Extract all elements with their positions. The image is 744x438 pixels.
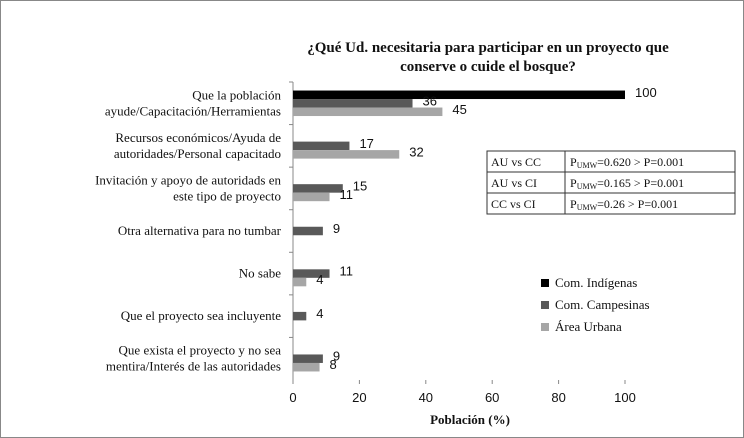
bar <box>293 362 320 372</box>
bar <box>293 184 343 193</box>
table-border <box>486 150 736 215</box>
value-label: 45 <box>452 102 466 117</box>
y-tick-label: Que exista el proyecto y no sea <box>119 343 282 358</box>
legend-label: Com. Indígenas <box>555 275 637 290</box>
value-label: 8 <box>330 357 337 372</box>
bar <box>293 150 400 159</box>
p-subscript: UMW <box>577 161 598 170</box>
bar <box>293 311 307 321</box>
legend-swatch <box>541 301 549 309</box>
x-tick-label: 100 <box>614 390 636 405</box>
table-cell: AU vs CI <box>491 176 537 190</box>
value-label: 11 <box>340 187 354 202</box>
legend-swatch <box>541 323 549 331</box>
value-label: 15 <box>353 178 367 193</box>
legend-label: Com. Campesinas <box>555 297 650 312</box>
y-tick-label: Que la población <box>192 87 281 102</box>
p-value: =0.165 > P=0.001 <box>597 176 684 190</box>
p-value: =0.620 > P=0.001 <box>597 155 684 169</box>
y-tick-label: Que el proyecto sea incluyente <box>121 308 281 323</box>
value-label: 32 <box>409 144 423 159</box>
bar <box>293 354 323 363</box>
x-tick-label: 80 <box>551 390 565 405</box>
legend-label: Área Urbana <box>555 319 622 334</box>
bar <box>293 277 307 287</box>
x-tick-label: 20 <box>352 390 366 405</box>
table-cell: AU vs CC <box>491 155 541 169</box>
x-tick-label: 0 <box>289 390 296 405</box>
value-label: 11 <box>340 264 354 279</box>
table-cell: CC vs CI <box>491 197 536 211</box>
value-label: 17 <box>359 136 373 151</box>
x-tick-label: 60 <box>485 390 499 405</box>
p-symbol: P <box>570 176 577 190</box>
y-tick-label: Recursos económicos/Ayuda de <box>115 130 281 145</box>
table-cell: PUMW=0.26 > P=0.001 <box>570 197 678 212</box>
y-tick-label: ayude/Capacitación/Herramientas <box>105 103 281 118</box>
x-tick-label: 40 <box>419 390 433 405</box>
bar <box>293 192 330 202</box>
value-label: 9 <box>333 221 340 236</box>
y-tick-label: autoridades/Personal capacitado <box>114 146 281 161</box>
y-tick-label: Otra alternativa para no tumbar <box>118 223 282 238</box>
p-value: =0.26 > P=0.001 <box>597 197 678 211</box>
bar <box>293 226 323 236</box>
chart-title: ¿Qué Ud. necesitaria para participar en … <box>307 40 669 56</box>
p-symbol: P <box>570 155 577 169</box>
bar <box>293 99 413 108</box>
table-cell: PUMW=0.165 > P=0.001 <box>570 176 684 191</box>
p-subscript: UMW <box>577 203 598 212</box>
y-tick-label: este tipo de proyecto <box>173 188 281 203</box>
value-label: 4 <box>316 272 323 287</box>
legend-swatch <box>541 279 549 287</box>
table-cell: PUMW=0.620 > P=0.001 <box>570 155 684 170</box>
x-axis-label: Población (%) <box>430 412 510 427</box>
value-label: 9 <box>333 349 340 364</box>
y-tick-label: No sabe <box>239 266 281 281</box>
p-symbol: P <box>570 197 577 211</box>
value-label: 4 <box>316 306 323 321</box>
value-label: 100 <box>635 85 657 100</box>
chart-title: conserve o cuide el bosque? <box>400 59 576 75</box>
bar <box>293 269 330 278</box>
bar <box>293 107 443 117</box>
bar <box>293 90 625 100</box>
p-subscript: UMW <box>577 182 598 191</box>
y-tick-label: Invitación y apoyo de autoridads en <box>95 172 281 187</box>
value-label: 36 <box>423 93 437 108</box>
bar <box>293 141 350 151</box>
y-tick-label: mentira/Interés de las autoridades <box>106 359 281 374</box>
